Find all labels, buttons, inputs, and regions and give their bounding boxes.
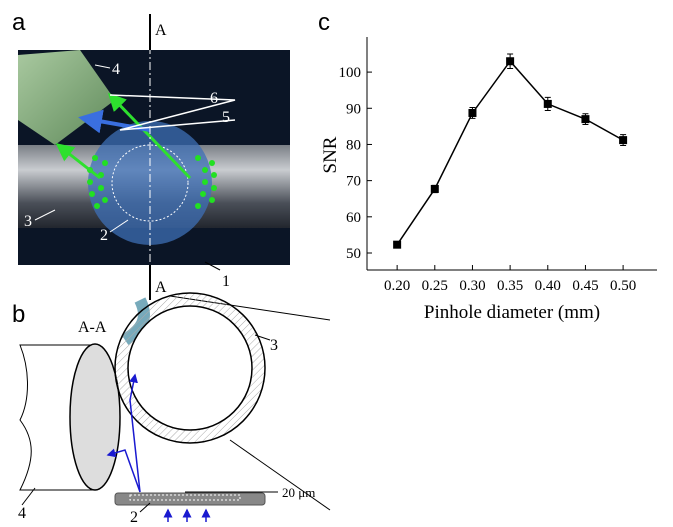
- leader: [94, 64, 111, 69]
- leader: [139, 502, 151, 513]
- part-label: 3: [270, 337, 278, 354]
- x-axis-label: Pinhole diameter (mm): [424, 302, 600, 323]
- section-label: A: [155, 279, 167, 296]
- y-tick-label: 70: [346, 174, 361, 190]
- part-label: 2: [100, 227, 108, 244]
- line: [396, 60, 624, 246]
- leader: [204, 261, 221, 271]
- tube-lumen: [127, 305, 253, 431]
- objective: [18, 50, 115, 145]
- y-axis-label: SNR: [320, 136, 341, 173]
- panel-label: c: [318, 9, 330, 36]
- chart: c SNR Pinhole diameter (mm) 50 60 70 80 90 10…: [318, 9, 657, 323]
- x-tick-label: 0.25: [422, 278, 448, 294]
- y-tick-label: 50: [346, 246, 361, 262]
- spot: [88, 121, 212, 245]
- marker: [506, 57, 515, 66]
- pinhole: [111, 144, 189, 222]
- diagram-b: b A-A 3 4 2 20 μm: [12, 292, 331, 526]
- diagram-a: a A A 4 6 5 3 2 1: [12, 9, 290, 300]
- x-tick-label: 0.50: [610, 278, 636, 294]
- marker: [430, 184, 439, 193]
- section-label: A: [155, 22, 167, 39]
- pinhole: [129, 494, 241, 501]
- ray: [55, 143, 101, 180]
- marker: [393, 240, 402, 249]
- lens: [69, 343, 121, 491]
- x-tick-label: 0.40: [535, 278, 561, 294]
- leader: [34, 209, 56, 221]
- y-tick-label: 100: [339, 65, 362, 81]
- marker: [543, 99, 552, 108]
- part-label: 3: [24, 213, 32, 230]
- x-tick-label: 0.35: [497, 278, 523, 294]
- part-label: 2: [130, 509, 138, 526]
- marker: [468, 108, 477, 117]
- leader: [254, 334, 271, 341]
- tube-edge: [229, 439, 331, 511]
- plate: [114, 492, 266, 506]
- y-tick-label: 90: [346, 101, 361, 117]
- panel-label: a: [12, 9, 26, 36]
- part-label: 4: [18, 505, 26, 522]
- ray: [107, 92, 192, 180]
- marker: [619, 136, 628, 145]
- y-tick-label: 60: [346, 210, 361, 226]
- part-label: 4: [112, 61, 120, 78]
- x-tick-label: 0.30: [459, 278, 485, 294]
- leader: [109, 219, 129, 233]
- part-label: 1: [222, 273, 230, 290]
- y-tick-label: 80: [346, 137, 361, 153]
- panel-label: b: [12, 301, 25, 328]
- leader: [21, 487, 36, 506]
- section-label: A-A: [78, 319, 107, 336]
- x-tick-label: 0.20: [384, 278, 410, 294]
- ray: [129, 373, 141, 493]
- part-label: 5: [222, 109, 230, 126]
- gap-label: 20 μm: [282, 485, 315, 500]
- ray: [106, 448, 141, 493]
- x-tick-label: 0.45: [572, 278, 598, 294]
- part-label: 6: [210, 90, 218, 107]
- marker: [581, 115, 590, 124]
- beam: [109, 94, 236, 131]
- excitation: [163, 508, 211, 522]
